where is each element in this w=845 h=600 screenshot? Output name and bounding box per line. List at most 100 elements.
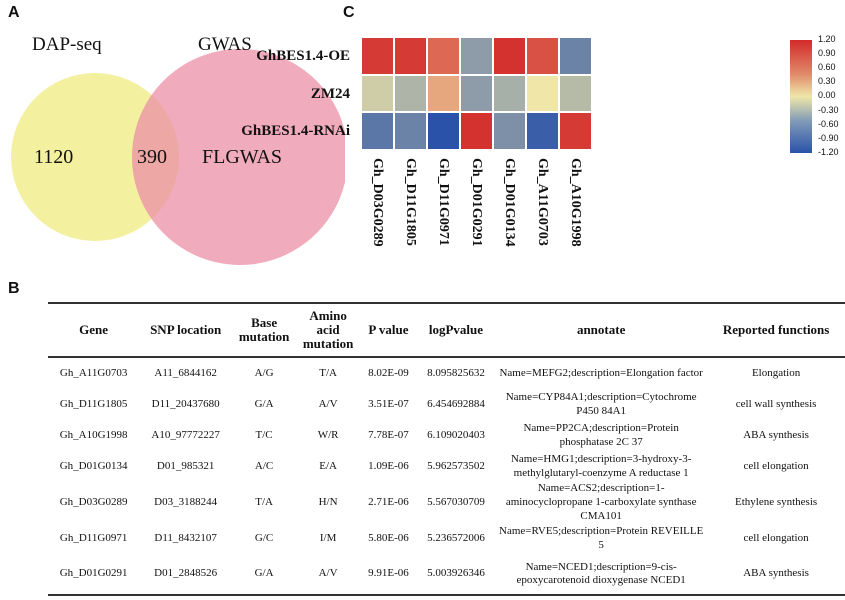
table-row: Gh_A11G0703 A11_6844162 A/G T/A 8.02E-09 8.09… bbox=[48, 357, 845, 389]
venn-count-dapseq: 1120 bbox=[34, 146, 74, 168]
table-row: Gh_D01G0291 D01_2848526 G/A A/V 9.91E-06 5.00… bbox=[48, 554, 845, 597]
table-cell: A/G bbox=[254, 366, 274, 379]
table-cell: cell elongation bbox=[743, 531, 809, 544]
table-cell: G/A bbox=[254, 397, 274, 410]
colorbar-tick: -0.90 bbox=[818, 132, 839, 143]
colorbar bbox=[790, 40, 812, 153]
table-cell: Name=MEFG2;description=Elongation factor bbox=[499, 366, 703, 379]
table-cell: Gh_A11G0703 bbox=[59, 366, 128, 379]
table-cell: Name=CYP84A1;description=Cytochrome P450… bbox=[505, 390, 697, 417]
colorbar-tick: -1.20 bbox=[818, 146, 839, 157]
table-row: Gh_D11G0971 D11_8432107 G/C I/M 5.80E-06 5.23… bbox=[48, 523, 845, 554]
heatmap-row-label: GhBES1.4-OE bbox=[256, 48, 350, 64]
table-cell: Name=RVE5;description=Protein REVEILLE 5 bbox=[499, 525, 704, 551]
heatmap-cell bbox=[527, 75, 558, 111]
heatmap-cell bbox=[560, 113, 591, 149]
table-cell: 5.80E-06 bbox=[368, 531, 409, 544]
heatmap-cell bbox=[395, 38, 426, 74]
table-cell: 6.109020403 bbox=[427, 428, 485, 441]
table-cell: 5.236572006 bbox=[427, 531, 485, 544]
table-cell: 1.09E-06 bbox=[368, 459, 409, 472]
table-cell: ABA synthesis bbox=[743, 428, 809, 441]
table-cell: Gh_D11G1805 bbox=[59, 397, 128, 410]
table-cell: D11_8432107 bbox=[154, 531, 217, 544]
heatmap-cell bbox=[362, 38, 393, 74]
heatmap-cell bbox=[527, 38, 558, 74]
table-cell: T/A bbox=[255, 495, 273, 508]
heatmap-cell bbox=[494, 75, 525, 111]
table-cell: D11_20437680 bbox=[151, 397, 220, 410]
table-cell: G/A bbox=[232, 554, 297, 597]
colorbar-tick: 1.20 bbox=[818, 34, 836, 44]
table-cell: Gh_D11G0971 bbox=[59, 531, 128, 544]
venn-label-gwas: GWAS bbox=[198, 34, 252, 55]
table-cell: ABA synthesis bbox=[707, 554, 845, 597]
heatmap-row-label: ZM24 bbox=[310, 85, 350, 102]
panel-label-c: C bbox=[343, 4, 355, 21]
table-cell: A11_6844162 bbox=[154, 366, 217, 379]
table-cell: Name=NCED1;description=9-cis-epoxycarote… bbox=[495, 554, 708, 597]
venn-label-flgwas: FLGWAS bbox=[202, 146, 283, 168]
table-cell: 5.962573502 bbox=[427, 459, 485, 472]
colorbar-tick: -0.30 bbox=[818, 104, 839, 115]
heatmap-cell bbox=[494, 38, 525, 74]
table-cell: 6.454692884 bbox=[427, 397, 485, 410]
heatmap-col-label: Gh_D01G0134 bbox=[502, 158, 517, 247]
table-cell: D03_3188244 bbox=[154, 495, 218, 508]
table-cell: W/R bbox=[317, 428, 339, 441]
table-cell: Name=ACS2;description=1-aminocyclopropan… bbox=[505, 482, 697, 522]
table-cell: 5.003926346 bbox=[416, 554, 496, 597]
column-header: Base mutation bbox=[232, 302, 297, 358]
table-cell: 8.095825632 bbox=[427, 366, 485, 379]
heatmap-col-label: Gh_A10G1998 bbox=[568, 158, 583, 247]
heatmap-row-label: GhBES1.4-RNAi bbox=[241, 123, 350, 139]
column-header: Reported functions bbox=[707, 302, 845, 358]
table-cell: Gh_A10G1998 bbox=[59, 428, 128, 441]
table-cell: cell elongation bbox=[743, 459, 809, 472]
heatmap-cell bbox=[428, 113, 459, 149]
table-cell: Name=PP2CA;description=Protein phosphata… bbox=[523, 421, 679, 448]
table-row: Gh_A10G1998 A10_97772227 T/C W/R 7.78E-07 6.1… bbox=[48, 420, 845, 451]
table-cell: 7.78E-07 bbox=[368, 428, 409, 441]
heatmap-cell bbox=[395, 75, 426, 111]
table-cell: 3.51E-07 bbox=[368, 397, 409, 410]
table-cell: 8.02E-09 bbox=[368, 366, 409, 379]
table-cell: Gh_D01G0291 bbox=[48, 554, 140, 597]
column-header: P value bbox=[360, 302, 417, 358]
table-cell: cell wall synthesis bbox=[735, 397, 817, 410]
heatmap-cell bbox=[362, 113, 393, 149]
table-cell: T/C bbox=[255, 428, 273, 441]
heatmap-cell bbox=[461, 75, 492, 111]
table-cell: T/A bbox=[319, 366, 337, 379]
heatmap-cell bbox=[494, 113, 525, 149]
table-cell: A10_97772227 bbox=[151, 428, 220, 441]
venn-label-dapseq: DAP-seq bbox=[32, 34, 102, 55]
heatmap-cell bbox=[560, 75, 591, 111]
heatmap-col-label: Gh_D11G0971 bbox=[436, 158, 451, 246]
venn-diagram bbox=[11, 49, 345, 265]
heatmap-col-label: Gh_D01G0291 bbox=[469, 158, 484, 247]
table-cell: G/C bbox=[254, 531, 274, 544]
colorbar-tick: 0.00 bbox=[818, 90, 836, 101]
panel-label-a: A bbox=[8, 4, 20, 21]
venn-circle-dapseq bbox=[11, 73, 179, 241]
table-row: Gh_D11G1805 D11_20437680 G/A A/V 3.51E-07 6.4… bbox=[48, 389, 845, 420]
heatmap-cell bbox=[461, 113, 492, 149]
heatmap-cell bbox=[461, 38, 492, 74]
table-cell: Ethylene synthesis bbox=[734, 495, 818, 508]
heatmap-cell bbox=[362, 75, 393, 111]
column-header: SNP location bbox=[139, 302, 233, 358]
table-cell: E/A bbox=[319, 459, 337, 472]
heatmap-cell bbox=[428, 38, 459, 74]
table-cell: A/V bbox=[318, 397, 338, 410]
heatmap-col-label: Gh_D11G1805 bbox=[403, 158, 418, 246]
table-cell: H/N bbox=[318, 495, 338, 508]
table-cell: A/C bbox=[254, 459, 274, 472]
venn-circle-gwas bbox=[132, 49, 345, 265]
table-cell: 5.567030709 bbox=[427, 495, 485, 508]
table-cell: I/M bbox=[319, 531, 337, 544]
panel-label-b: B bbox=[8, 280, 20, 297]
column-header: Gene bbox=[48, 302, 140, 358]
table-cell: 2.71E-06 bbox=[368, 495, 409, 508]
column-header: annotate bbox=[495, 302, 708, 358]
